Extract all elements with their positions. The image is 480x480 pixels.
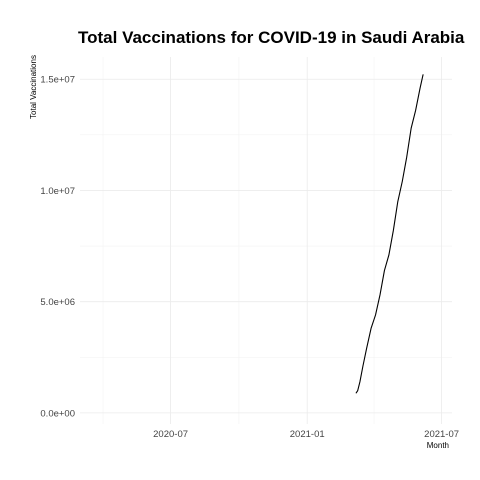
y-tick-label: 5.0e+06 (40, 297, 75, 308)
y-axis-title: Total Vaccinations (29, 55, 38, 119)
chart-title: Total Vaccinations for COVID-19 in Saudi… (78, 28, 465, 47)
x-axis-title: Month (427, 441, 449, 450)
grid-lines (80, 57, 452, 424)
series-layer (355, 74, 424, 394)
x-tick-label: 2020-07 (153, 429, 188, 440)
y-tick-label: 0.0e+00 (40, 408, 75, 419)
tick-labels: 2020-07 2021-01 2021-07 0.0e+00 5.0e+06 1.0e+… (40, 75, 459, 440)
series-line (355, 74, 424, 394)
y-tick-label: 1.0e+07 (40, 186, 75, 197)
y-tick-label: 1.5e+07 (40, 75, 75, 86)
x-tick-label: 2021-07 (424, 429, 459, 440)
x-tick-label: 2021-01 (290, 429, 325, 440)
